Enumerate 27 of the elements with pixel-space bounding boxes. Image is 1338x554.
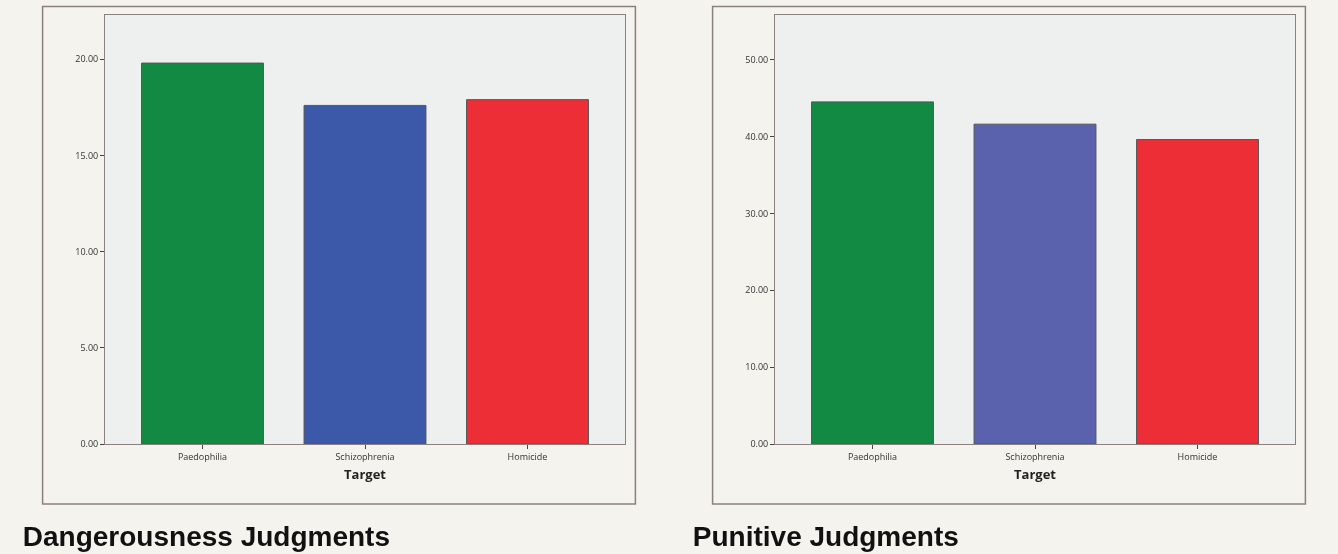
x-tick-label: Paedophilia	[177, 449, 228, 463]
y-tick-label: 0.00	[80, 437, 99, 451]
x-tick-label: Schizophrenia	[1005, 449, 1065, 463]
x-tick-label: Paedophilia	[847, 449, 898, 463]
y-tick-label: 20.00	[745, 283, 769, 297]
x-tick-label: Homicide	[507, 449, 548, 463]
bar	[1136, 139, 1259, 444]
bar	[466, 99, 589, 444]
x-tick-label: Schizophrenia	[335, 449, 395, 463]
y-tick-label: 10.00	[75, 244, 99, 258]
y-tick-label: 0.00	[750, 437, 769, 451]
y-tick-label: 30.00	[745, 206, 769, 220]
bar	[811, 101, 934, 444]
x-tick-label: Homicide	[1177, 449, 1218, 463]
y-tick-label: 5.00	[80, 340, 99, 354]
bar	[973, 123, 1097, 444]
y-tick-label: 20.00	[75, 52, 99, 66]
x-axis-title: Target	[1014, 465, 1057, 484]
text: Dangerousness Judgments	[22, 520, 390, 552]
y-tick-label: 10.00	[745, 360, 769, 374]
bar	[141, 62, 264, 444]
text: Punitive Judgments	[692, 520, 959, 552]
bar	[303, 104, 427, 444]
y-tick-label: 15.00	[75, 148, 99, 162]
x-axis-title: Target	[344, 465, 387, 484]
y-tick-label: 50.00	[745, 52, 769, 66]
y-tick-label: 40.00	[745, 129, 769, 143]
